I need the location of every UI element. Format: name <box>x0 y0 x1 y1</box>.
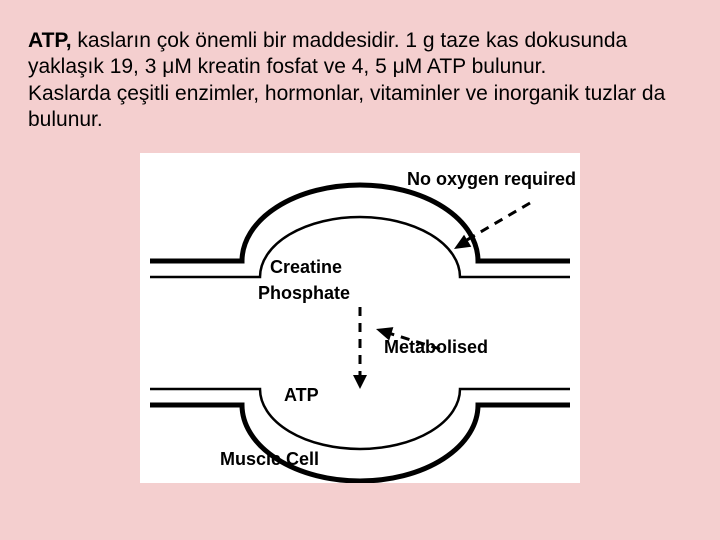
text-line2: Kaslarda çeşitli enzimler, hormonlar, vi… <box>28 82 665 131</box>
label-muscle-cell: Muscle Cell <box>220 449 319 470</box>
body-text: ATP, kasların çok önemli bir maddesidir.… <box>28 28 692 133</box>
diagram-svg <box>140 153 580 483</box>
atp-bold: ATP, <box>28 29 72 52</box>
diagram-container: No oxygen required Creatine Phosphate Me… <box>28 153 692 483</box>
text-line1: kasların çok önemli bir maddesidir. 1 g … <box>28 29 627 78</box>
label-phosphate: Phosphate <box>258 283 350 304</box>
label-metabolised: Metabolised <box>384 337 488 358</box>
label-atp: ATP <box>284 385 319 406</box>
label-no-oxygen: No oxygen required <box>407 169 576 190</box>
slide-page: ATP, kasların çok önemli bir maddesidir.… <box>0 0 720 540</box>
muscle-cell-diagram: No oxygen required Creatine Phosphate Me… <box>140 153 580 483</box>
label-creatine: Creatine <box>270 257 342 278</box>
